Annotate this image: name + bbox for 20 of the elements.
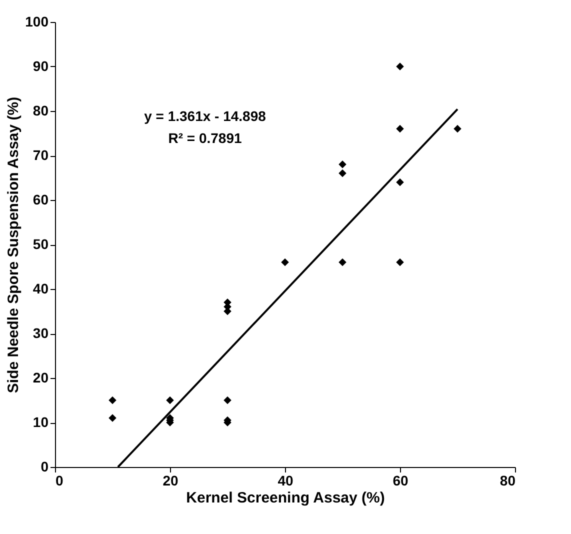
y-tick-label: 50 [32,236,49,252]
x-tick-label: 80 [500,472,516,488]
y-tick-label: 90 [32,58,49,74]
x-tick-label: 20 [162,472,178,488]
annotation: R² = 0.7891 [168,130,242,146]
x-tick-label: 40 [278,472,294,488]
y-tick-label: 70 [32,147,49,163]
annotation: y = 1.361x - 14.898 [144,108,266,124]
x-tick-label: 60 [392,472,408,488]
y-tick-label: 80 [32,102,49,118]
y-tick-label: 60 [32,192,49,208]
y-tick-label: 30 [32,325,49,341]
x-axis-title: Kernel Screening Assay (%) [186,490,385,506]
y-tick-label: 20 [32,370,49,386]
y-tick-label: 100 [25,14,49,30]
x-tick-label: 0 [56,472,64,488]
y-tick-label: 10 [32,414,49,430]
y-tick-label: 0 [40,458,49,474]
y-axis-title: Side Needle Spore Suspension Assay (%) [5,96,22,394]
y-tick-label: 40 [32,280,49,296]
